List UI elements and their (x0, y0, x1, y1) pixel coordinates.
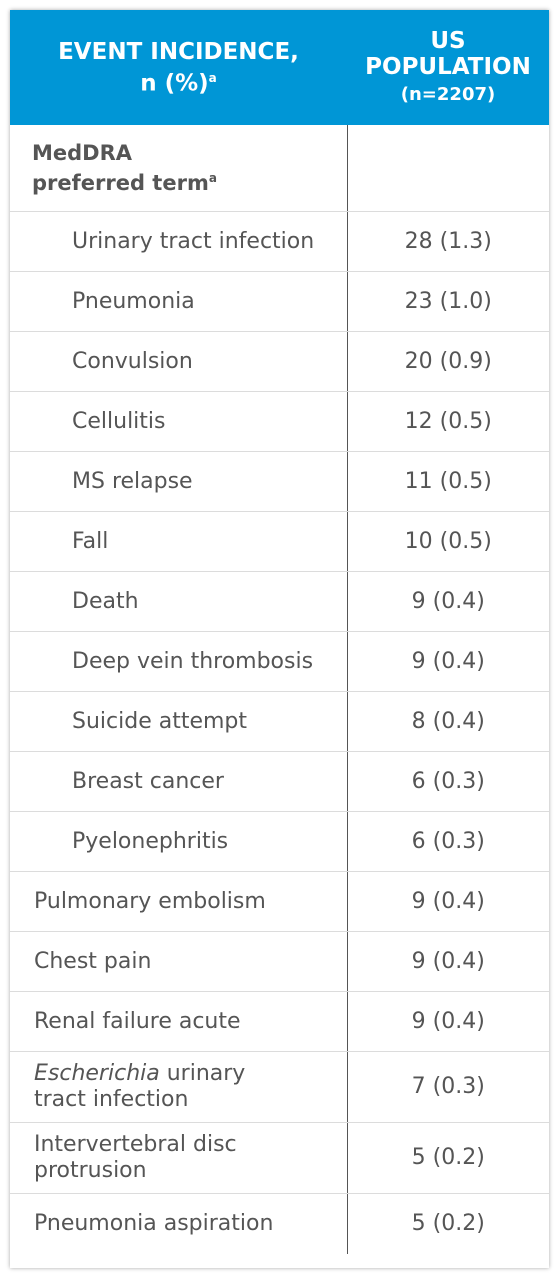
row-value: 6 (0.3) (346, 751, 549, 812)
adverse-events-table: EVENT INCIDENCE, n (%)a US POPULATION (n… (10, 10, 549, 1254)
row-value: 9 (0.4) (346, 871, 549, 932)
row-value: 9 (0.4) (346, 571, 549, 632)
row-term: Urinary tract infection (10, 211, 347, 272)
row-value: 6 (0.3) (346, 811, 549, 872)
row-term: Intervertebral disc protrusion (10, 1122, 347, 1194)
row-value: 5 (0.2) (346, 1122, 549, 1194)
header-row: EVENT INCIDENCE, n (%)a US POPULATION (n… (10, 10, 549, 125)
row-term-rest: urinary (159, 1061, 246, 1086)
row-term: Convulsion (10, 331, 347, 392)
row-value: 12 (0.5) (346, 391, 549, 452)
row-term-line2: protrusion (34, 1158, 147, 1183)
row-value: 9 (0.4) (346, 631, 549, 692)
table-row: Suicide attempt 8 (0.4) (10, 691, 549, 752)
header-us-population: US POPULATION (n=2207) (347, 10, 549, 125)
row-term: MS relapse (10, 451, 347, 512)
row-term: Renal failure acute (10, 991, 347, 1052)
header-col1-line2: n (%) (140, 70, 209, 97)
table-row: Fall 10 (0.5) (10, 511, 549, 572)
section-row: MedDRA preferred terma (10, 125, 549, 212)
row-term-line1: Intervertebral disc (34, 1132, 237, 1157)
row-term: Suicide attempt (10, 691, 347, 752)
table-row: Cellulitis 12 (0.5) (10, 391, 549, 452)
row-term: Pneumonia (10, 271, 347, 332)
table-row: Death 9 (0.4) (10, 571, 549, 632)
section-footnote: a (208, 170, 217, 185)
table-row: Pyelonephritis 6 (0.3) (10, 811, 549, 872)
row-term: Breast cancer (10, 751, 347, 812)
row-value: 9 (0.4) (346, 991, 549, 1052)
section-label-line1: MedDRA (32, 140, 133, 165)
section-label: MedDRA preferred terma (10, 125, 347, 212)
row-term: Fall (10, 511, 347, 572)
row-value: 8 (0.4) (346, 691, 549, 752)
row-term-line2: tract infection (34, 1087, 189, 1112)
row-value: 11 (0.5) (346, 451, 549, 512)
row-term: Death (10, 571, 347, 632)
table-row: Convulsion 20 (0.9) (10, 331, 549, 392)
table-row: MS relapse 11 (0.5) (10, 451, 549, 512)
row-value: 10 (0.5) (346, 511, 549, 572)
table-row: Deep vein thrombosis 9 (0.4) (10, 631, 549, 692)
row-term: Escherichia urinary tract infection (10, 1051, 347, 1123)
header-col2-line2: POPULATION (365, 53, 531, 80)
row-term: Pneumonia aspiration (34, 1210, 274, 1236)
table-row: Pulmonary embolism 9 (0.4) (10, 871, 549, 932)
row-value: 20 (0.9) (346, 331, 549, 392)
table-row: Intervertebral disc protrusion 5 (0.2) (10, 1122, 549, 1194)
table-row: Renal failure acute 9 (0.4) (10, 991, 549, 1052)
table-row: Pneumonia aspiration 5 (0.2) (10, 1193, 549, 1254)
header-col2-line1: US (430, 27, 466, 54)
table-row: Escherichia urinary tract infection 7 (0… (10, 1051, 549, 1123)
row-term: Pulmonary embolism (10, 871, 347, 932)
table-row: Breast cancer 6 (0.3) (10, 751, 549, 812)
header-col2-line3: (n=2207) (400, 83, 496, 105)
row-value: 5 (0.2) (346, 1193, 549, 1254)
row-term-italic: Escherichia (34, 1061, 160, 1086)
row-value: 7 (0.3) (346, 1051, 549, 1123)
adverse-events-table-card: EVENT INCIDENCE, n (%)a US POPULATION (n… (10, 10, 549, 1268)
row-term: Cellulitis (10, 391, 347, 452)
table-row: Urinary tract infection 28 (1.3) (10, 211, 549, 272)
row-value: 23 (1.0) (346, 271, 549, 332)
section-value-empty (346, 125, 549, 212)
header-col1-footnote: a (208, 70, 217, 85)
section-label-line2: preferred term (32, 170, 209, 195)
table-row: Pneumonia 23 (1.0) (10, 271, 549, 332)
row-term: Deep vein thrombosis (10, 631, 347, 692)
row-value: 28 (1.3) (346, 211, 549, 272)
row-term: Chest pain (10, 931, 347, 992)
header-event-incidence: EVENT INCIDENCE, n (%)a (10, 10, 347, 125)
table-row: Chest pain 9 (0.4) (10, 931, 549, 992)
row-value: 9 (0.4) (346, 931, 549, 992)
header-col1-line1: EVENT INCIDENCE, (58, 38, 299, 65)
row-term: Pyelonephritis (10, 811, 347, 872)
